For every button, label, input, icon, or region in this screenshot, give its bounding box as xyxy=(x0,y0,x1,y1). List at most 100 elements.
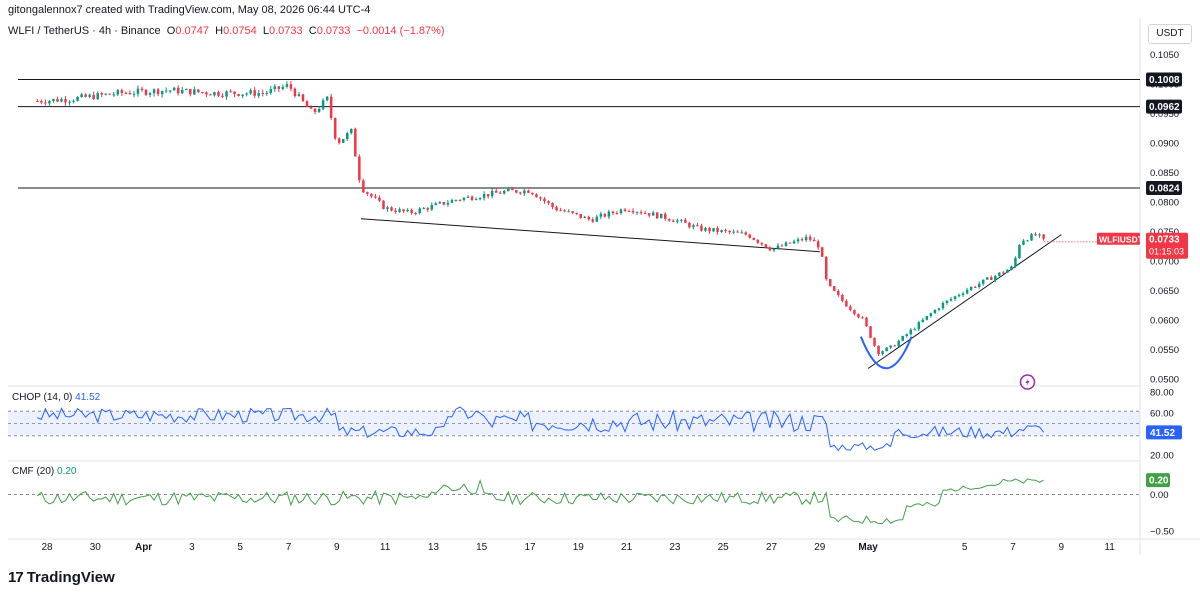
candle-body xyxy=(44,102,47,104)
candle-body xyxy=(885,347,888,352)
candle-down xyxy=(816,239,820,250)
candle-body xyxy=(704,227,707,231)
candle-up xyxy=(104,93,108,96)
candle-body xyxy=(945,300,949,303)
rounding-bottom-arc xyxy=(859,336,913,369)
candle-body xyxy=(442,202,446,205)
candle-down xyxy=(277,86,281,93)
candle-down xyxy=(535,193,538,198)
candle-body xyxy=(486,194,490,197)
candle-body xyxy=(684,219,687,223)
candle-up xyxy=(885,347,888,352)
candle-body xyxy=(201,92,204,94)
close-label: C xyxy=(308,25,317,37)
candle-down xyxy=(426,207,430,213)
candle-body xyxy=(708,227,711,232)
candle-up xyxy=(474,197,478,201)
candle-body xyxy=(897,340,900,347)
candle-up xyxy=(398,207,401,213)
candle-body xyxy=(450,200,454,203)
time-tick-label: 21 xyxy=(621,542,633,553)
candle-body xyxy=(913,329,917,331)
candle-up xyxy=(490,188,494,199)
candle-down xyxy=(309,105,313,109)
candle-body xyxy=(881,351,884,355)
candle-body xyxy=(603,213,607,217)
candle-down xyxy=(547,200,550,206)
candle-body xyxy=(543,198,546,202)
candle-body xyxy=(994,275,997,280)
candle-body xyxy=(571,211,574,213)
candle-body xyxy=(88,94,91,97)
candle-body xyxy=(72,100,75,102)
candle-down xyxy=(237,93,240,97)
candle-body xyxy=(760,242,764,245)
candle-body xyxy=(168,90,172,92)
candle-body xyxy=(48,100,51,104)
candles-group xyxy=(36,81,1045,356)
candle-body xyxy=(502,191,506,194)
candle-body xyxy=(788,242,792,244)
candle-body xyxy=(257,93,260,96)
candle-up xyxy=(732,229,735,235)
candle-body xyxy=(969,286,973,290)
candle-body xyxy=(273,86,277,90)
candle-down xyxy=(120,88,124,96)
candle-body xyxy=(333,117,337,139)
candle-body xyxy=(80,94,83,98)
tradingview-brand[interactable]: 17 TradingView xyxy=(8,569,115,586)
price-tick-label: 0.0950 xyxy=(1150,109,1179,120)
candle-down xyxy=(543,197,546,204)
candle-body xyxy=(225,91,228,97)
candle-body xyxy=(833,286,836,291)
open-value: 0.0747 xyxy=(175,25,209,37)
price-tick-label: 0.0650 xyxy=(1150,286,1179,297)
candle-down xyxy=(627,209,631,212)
candle-up xyxy=(913,327,917,331)
candle-up xyxy=(635,211,639,216)
candle-body xyxy=(221,95,224,97)
last-price-tag xyxy=(1146,232,1188,259)
cmf-legend[interactable]: CMF (20) 0.20 xyxy=(12,466,76,477)
candle-down xyxy=(623,208,627,212)
candle-up xyxy=(341,138,345,144)
candle-body xyxy=(390,207,393,211)
price-tick-label: 0.0800 xyxy=(1150,198,1179,209)
chop-legend[interactable]: CHOP (14, 0) 41.52 xyxy=(12,392,100,403)
candle-up xyxy=(454,199,458,202)
candle-body xyxy=(301,94,305,102)
candle-body xyxy=(36,101,39,103)
candle-body xyxy=(189,88,192,95)
candle-down xyxy=(382,200,385,210)
low-value: 0.0733 xyxy=(268,25,303,37)
candle-up xyxy=(595,214,599,222)
candle-up xyxy=(418,207,421,215)
symbol-name[interactable]: WLFI / TetherUS · 4h · Binance xyxy=(8,25,161,37)
candle-up xyxy=(434,202,438,206)
candle-up xyxy=(245,92,248,97)
candle-body xyxy=(1018,244,1021,258)
candle-down xyxy=(358,154,361,183)
candle-down xyxy=(768,246,772,252)
candle-body xyxy=(853,309,856,315)
candle-down xyxy=(551,202,554,210)
candle-body xyxy=(362,180,365,193)
candle-body xyxy=(426,208,430,210)
candle-body xyxy=(768,247,772,251)
candle-body xyxy=(587,216,591,220)
candle-down xyxy=(865,316,868,327)
lightning-icon-glyph xyxy=(1025,378,1030,387)
candle-body xyxy=(824,256,828,280)
candle-down xyxy=(591,217,595,223)
candle-up xyxy=(76,96,79,102)
cmf-value-tag xyxy=(1146,473,1170,488)
candle-body xyxy=(462,197,466,200)
candle-body xyxy=(615,213,619,215)
candle-up xyxy=(905,333,908,338)
candle-down xyxy=(780,243,784,247)
candle-body xyxy=(575,212,578,215)
currency-button[interactable]: USDT xyxy=(1148,24,1192,44)
price-tick-label: 0.0500 xyxy=(1150,375,1179,386)
candle-up xyxy=(502,189,506,195)
